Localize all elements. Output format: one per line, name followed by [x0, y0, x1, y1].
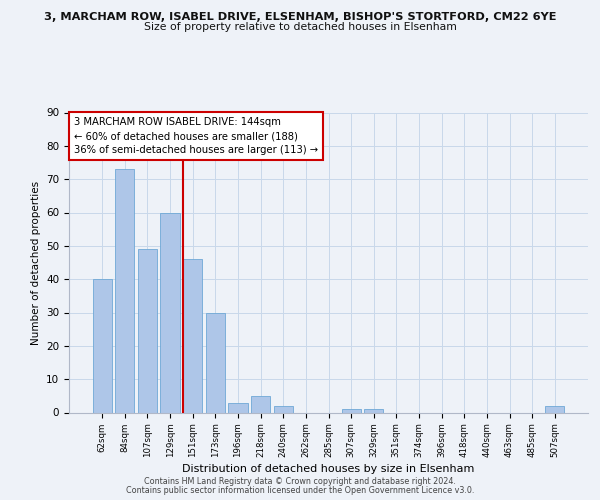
Bar	[341, 409, 361, 412]
Bar	[229, 402, 248, 412]
Bar	[251, 396, 270, 412]
Y-axis label: Number of detached properties: Number of detached properties	[31, 180, 41, 344]
Bar	[206, 312, 225, 412]
Bar	[160, 212, 180, 412]
Bar	[115, 169, 134, 412]
Bar	[138, 249, 157, 412]
X-axis label: Distribution of detached houses by size in Elsenham: Distribution of detached houses by size …	[182, 464, 475, 474]
Bar	[92, 279, 112, 412]
Bar	[545, 406, 565, 412]
Bar	[364, 409, 383, 412]
Text: Contains public sector information licensed under the Open Government Licence v3: Contains public sector information licen…	[126, 486, 474, 495]
Text: 3, MARCHAM ROW, ISABEL DRIVE, ELSENHAM, BISHOP'S STORTFORD, CM22 6YE: 3, MARCHAM ROW, ISABEL DRIVE, ELSENHAM, …	[44, 12, 556, 22]
Text: Size of property relative to detached houses in Elsenham: Size of property relative to detached ho…	[143, 22, 457, 32]
Text: 3 MARCHAM ROW ISABEL DRIVE: 144sqm
← 60% of detached houses are smaller (188)
36: 3 MARCHAM ROW ISABEL DRIVE: 144sqm ← 60%…	[74, 117, 319, 155]
Bar	[183, 259, 202, 412]
Bar	[274, 406, 293, 412]
Text: Contains HM Land Registry data © Crown copyright and database right 2024.: Contains HM Land Registry data © Crown c…	[144, 477, 456, 486]
